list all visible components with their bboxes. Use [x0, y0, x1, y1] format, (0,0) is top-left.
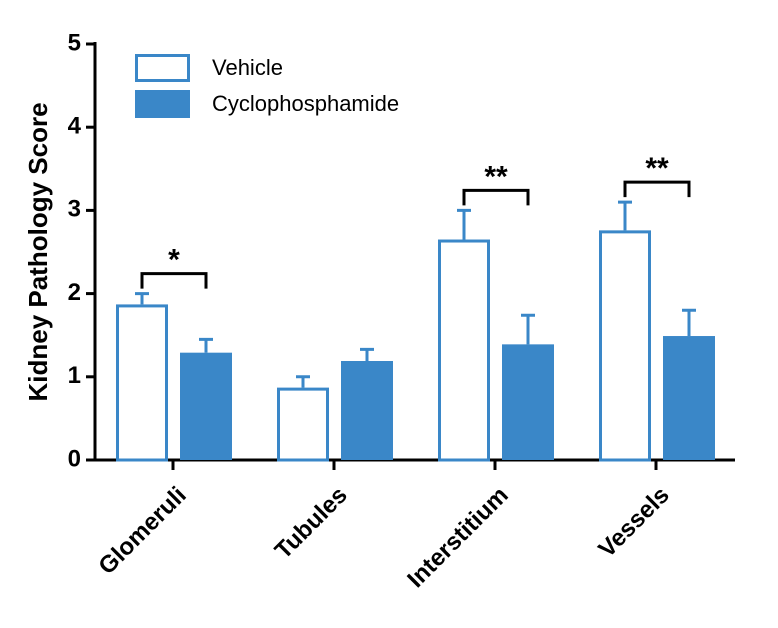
y-tick-label: 2	[68, 279, 81, 306]
error-bar	[296, 375, 310, 388]
bar	[116, 304, 168, 462]
significance-label: *	[168, 244, 180, 277]
error-bar	[682, 308, 696, 337]
bar	[277, 387, 329, 462]
y-axis-label: Kidney Pathology Score	[23, 102, 53, 401]
legend-swatch	[135, 90, 190, 118]
significance-bracket	[462, 188, 530, 206]
error-bar	[135, 292, 149, 305]
legend-label: Cyclophosphamide	[212, 91, 399, 116]
bar	[502, 344, 554, 460]
error-bar	[457, 208, 471, 240]
y-tick-label: 1	[68, 362, 81, 389]
significance-label: **	[484, 160, 508, 193]
x-tick-label: Interstitium	[402, 482, 514, 594]
significance-bracket	[623, 180, 691, 198]
error-bar	[360, 347, 374, 361]
x-tick-label: Vessels	[593, 482, 674, 563]
y-tick-label: 3	[68, 196, 81, 223]
bar	[599, 230, 651, 462]
bar	[438, 239, 490, 462]
error-bar	[521, 313, 535, 345]
legend-label: Vehicle	[212, 55, 283, 80]
y-tick-label: 5	[68, 29, 81, 56]
y-tick-label: 0	[68, 445, 81, 472]
significance-bracket	[140, 272, 208, 289]
legend-swatch	[135, 54, 190, 82]
y-tick-label: 4	[68, 113, 82, 140]
bar	[341, 360, 393, 460]
error-bar	[618, 200, 632, 231]
bar	[180, 352, 232, 460]
x-tick-label: Tubules	[270, 482, 353, 565]
error-bar	[199, 337, 213, 353]
x-tick-label: Glomeruli	[93, 482, 191, 580]
bar	[663, 336, 715, 460]
significance-label: **	[645, 152, 669, 185]
